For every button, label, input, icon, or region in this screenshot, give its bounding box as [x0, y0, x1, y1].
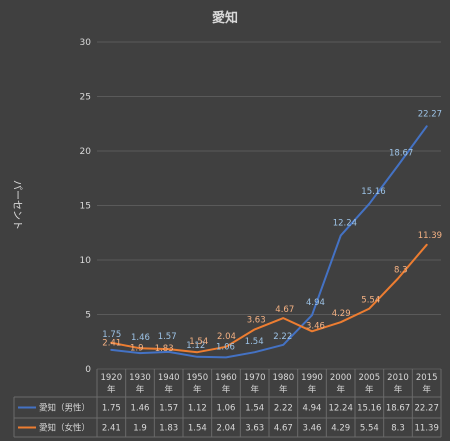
- data-labels: 1.75 1.46 1.57 1.12 1.06 1.54 2.22 4.94 12.24 15.…: [102, 109, 442, 354]
- table-cell: 12.24: [329, 404, 353, 414]
- data-label: 5.54: [361, 296, 380, 306]
- legend-label: 愛知（男性）: [39, 403, 90, 414]
- x-category-label: 2010: [387, 373, 409, 383]
- y-axis-ticks: 0 5 10 15 20 25 30: [80, 38, 92, 375]
- data-label: 12.24: [333, 219, 357, 229]
- y-tick-label: 20: [80, 147, 92, 157]
- table-cell: 5.54: [360, 424, 379, 434]
- data-label: 2.41: [102, 339, 121, 349]
- data-label: 18.67: [389, 149, 413, 159]
- x-category-label: 年: [422, 384, 431, 395]
- y-tick-label: 0: [85, 365, 91, 375]
- y-tick-label: 10: [80, 256, 92, 266]
- x-category-label: 2005: [358, 373, 380, 383]
- data-label: 3.63: [247, 315, 266, 325]
- data-label: 15.16: [361, 187, 385, 197]
- table-cell: 4.67: [274, 424, 293, 434]
- x-category-label: 1950: [186, 373, 208, 383]
- x-category-label: 年: [365, 384, 374, 395]
- x-category-label: 年: [336, 384, 345, 395]
- x-category-label: 1970: [244, 373, 266, 383]
- x-category-label: 年: [107, 384, 116, 395]
- table-cell: 18.67: [386, 404, 410, 414]
- table-cell: 1.9: [133, 424, 147, 434]
- legend-label: 愛知（女性）: [39, 423, 90, 434]
- table-cell: 8.3: [391, 424, 405, 434]
- x-category-label: 年: [279, 384, 288, 395]
- data-label: 1.06: [216, 342, 235, 352]
- x-category-label: 1940: [158, 373, 180, 383]
- gridlines: [97, 41, 441, 370]
- data-label: 1.12: [186, 341, 205, 351]
- table-cell: 15.16: [357, 404, 381, 414]
- data-label: 1.75: [102, 330, 121, 340]
- data-label: 22.27: [418, 109, 442, 119]
- y-axis-label: パーセント: [11, 180, 23, 230]
- series-line-0: [110, 125, 428, 359]
- x-category-label: 1980: [272, 373, 294, 383]
- table-cell: 2.41: [102, 424, 121, 434]
- data-label: 11.39: [418, 231, 442, 241]
- x-category-label: 年: [136, 384, 145, 395]
- table-cell: 4.94: [303, 404, 322, 414]
- table-cell: 1.75: [102, 404, 121, 414]
- table-cell: 22.27: [415, 404, 439, 414]
- table-cell: 1.54: [245, 404, 264, 414]
- data-label: 1.54: [189, 337, 208, 347]
- x-category-label: 1990: [301, 373, 323, 383]
- x-category-label: 1960: [215, 373, 237, 383]
- table-cell: 1.83: [159, 424, 178, 434]
- data-label: 1.83: [155, 344, 174, 354]
- data-label: 4.67: [275, 305, 294, 315]
- data-label: 2.22: [273, 332, 292, 342]
- x-category-label: 2000: [330, 373, 352, 383]
- x-category-label: 年: [308, 384, 317, 395]
- chart-title: 愛知: [212, 10, 238, 26]
- series-line-1: [110, 243, 428, 354]
- table-cell: 3.63: [245, 424, 264, 434]
- table-cell: 1.06: [217, 404, 236, 414]
- table-cell: 2.22: [274, 404, 293, 414]
- table-cell: 1.54: [188, 424, 207, 434]
- x-category-label: 年: [222, 384, 231, 395]
- table-cell: 3.46: [303, 424, 322, 434]
- data-label: 1.9: [130, 343, 144, 353]
- table-cell: 1.12: [188, 404, 207, 414]
- y-tick-label: 25: [80, 93, 91, 103]
- table-cell: 4.29: [331, 424, 350, 434]
- table-cell: 1.46: [131, 404, 150, 414]
- y-tick-label: 30: [80, 38, 92, 48]
- data-label: 1.46: [131, 333, 150, 343]
- data-label: 1.54: [245, 337, 264, 347]
- data-label: 3.46: [306, 321, 325, 331]
- x-category-label: 1920: [100, 373, 122, 383]
- data-label: 1.57: [158, 332, 177, 342]
- table-cell: 11.39: [415, 424, 439, 434]
- data-label: 4.29: [332, 309, 351, 319]
- x-category-label: 年: [193, 384, 202, 395]
- y-tick-label: 15: [80, 202, 91, 212]
- x-category-label: 年: [394, 384, 403, 395]
- data-label: 2.04: [217, 332, 236, 342]
- x-category-label: 年: [250, 384, 259, 395]
- x-category-label: 2015: [416, 373, 438, 383]
- data-label: 4.94: [306, 298, 325, 308]
- data-table: 1920年1930年1940年1950年1960年1970年1980年1990年…: [13, 369, 442, 438]
- x-category-label: 1930: [129, 373, 151, 383]
- y-tick-label: 5: [85, 311, 91, 321]
- series-lines: [110, 125, 428, 359]
- x-category-label: 年: [164, 384, 173, 395]
- table-cell: 1.57: [159, 404, 178, 414]
- table-cell: 2.04: [217, 424, 236, 434]
- data-label: 8.3: [394, 266, 408, 276]
